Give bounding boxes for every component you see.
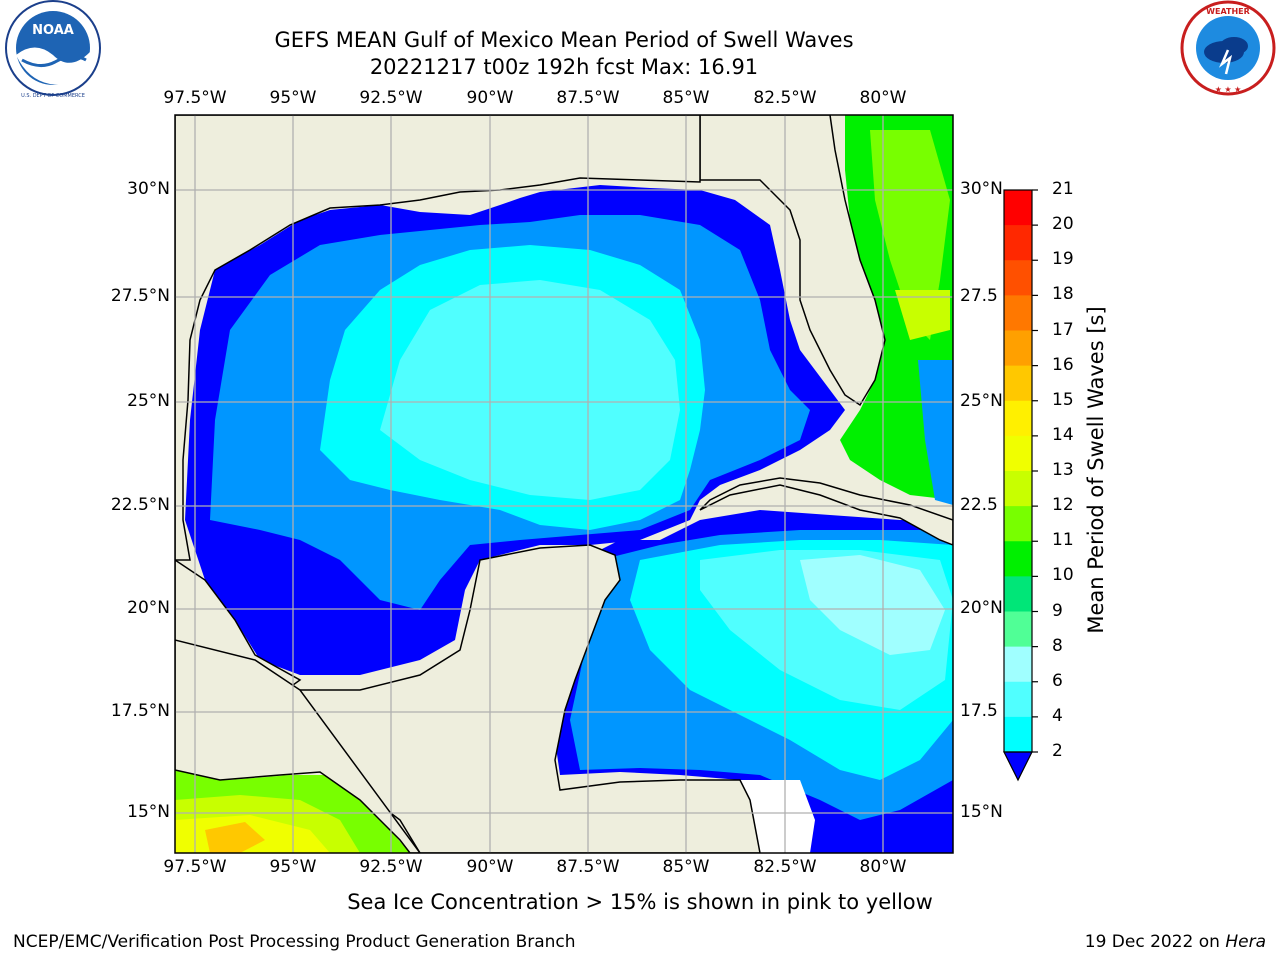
colorbar-tick-label: 21: [1052, 179, 1074, 199]
colorbar: [1003, 189, 1038, 782]
noaa-logo-text: NOAA: [32, 23, 74, 38]
colorbar-tick-label: 20: [1052, 214, 1074, 235]
lon-label: 80°W: [859, 857, 907, 877]
noaa-logo: NOAA U.S. DEPT OF COMMERCE: [5, 0, 101, 99]
lon-label: 97.5°W: [163, 88, 227, 108]
lat-label: 30°N: [127, 179, 170, 199]
footnote: Sea Ice Concentration > 15% is shown in …: [347, 890, 933, 914]
colorbar-tick-label: 14: [1052, 424, 1074, 445]
footer-host: Hera: [1225, 932, 1266, 952]
colorbar-segment: [1004, 646, 1032, 683]
lon-label: 87.5°W: [556, 857, 620, 877]
colorbar-tick-label: 17: [1052, 319, 1074, 340]
colorbar-segment: [1004, 435, 1032, 472]
lon-label: 95°W: [269, 88, 317, 108]
lat-label: 15°N: [127, 802, 170, 822]
footer-date-text: 19 Dec 2022 on: [1084, 932, 1226, 952]
lon-label: 92.5°W: [359, 88, 423, 108]
colorbar-tick-label: 18: [1052, 284, 1074, 305]
colorbar-segment: [1004, 611, 1032, 648]
cuba: [699, 477, 953, 546]
colorbar-segment: [1004, 225, 1032, 261]
colorbar-tick-label: 2: [1052, 741, 1063, 761]
colorbar-tick-label: 11: [1052, 530, 1074, 551]
colorbar-tick-label: 9: [1052, 600, 1063, 621]
colorbar-segment: [1004, 471, 1032, 507]
colorbar-tick-label: 6: [1052, 670, 1063, 691]
colorbar-label: Mean Period of Swell Waves [s]: [1084, 306, 1108, 634]
lat-label: 20°N: [127, 598, 170, 618]
colorbar-tick-label: 12: [1052, 495, 1074, 516]
lat-label: 30°N: [960, 179, 1003, 199]
map-subtitle: 20221217 t00z 192h fcst Max: 16.91: [369, 55, 759, 79]
us-gulf-coast: [175, 115, 701, 561]
lon-label: 80°W: [859, 88, 907, 108]
yucatan-peninsula: [299, 544, 761, 853]
colorbar-tick-label: 10: [1052, 565, 1074, 586]
colorbar-tick-label: 8: [1052, 635, 1063, 656]
svg-text:U.S. DEPT OF COMMERCE: U.S. DEPT OF COMMERCE: [21, 93, 85, 99]
caribbean-swell-9-10: [800, 555, 945, 655]
colorbar-tick-label: 16: [1052, 354, 1074, 375]
map-title: GEFS MEAN Gulf of Mexico Mean Period of …: [274, 28, 854, 52]
lat-label: 17.5°N: [110, 701, 170, 721]
colorbar-segment: [1004, 330, 1032, 367]
colorbar-segment: [1004, 365, 1032, 402]
svg-text:WEATHER: WEATHER: [1206, 7, 1250, 16]
colorbar-segment: [1004, 681, 1032, 718]
colorbar-segment: [1004, 295, 1032, 331]
lat-label: 27.5: [960, 286, 998, 306]
colorbar-segment: [1004, 190, 1032, 226]
footer-date: 19 Dec 2022 on Hera: [1085, 932, 1266, 952]
lon-label: 90°W: [466, 857, 514, 877]
lat-label: 20°N: [960, 598, 1003, 618]
lon-label: 82.5°W: [753, 857, 817, 877]
lat-label: 22.5°N: [110, 495, 170, 515]
nws-logo: WEATHER ★ ★ ★: [1180, 0, 1276, 96]
lat-label: 25°N: [960, 391, 1003, 411]
lon-label: 85°W: [662, 88, 710, 108]
colorbar-segment: [1004, 260, 1032, 296]
map-frame: [174, 114, 954, 854]
map-gridlines: [175, 115, 953, 853]
colorbar-tick-label: 19: [1052, 249, 1074, 270]
colorbar-tick-label: 15: [1052, 389, 1074, 410]
colorbar-segment: [1004, 400, 1032, 437]
colorbar-segment: [1004, 576, 1032, 612]
colorbar-tick-label: 13: [1052, 460, 1074, 480]
footer-credit: NCEP/EMC/Verification Post Processing Pr…: [13, 932, 576, 952]
colorbar-segment: [1004, 541, 1032, 577]
florida-peninsula: [699, 115, 886, 407]
colorbar-segment: [1004, 716, 1032, 753]
lon-label: 85°W: [662, 857, 710, 877]
lat-label: 25°N: [127, 391, 170, 411]
colorbar-segment: [1004, 506, 1032, 542]
lon-label: 92.5°W: [359, 857, 423, 877]
lon-label: 82.5°W: [753, 88, 817, 108]
lat-label: 22.5: [960, 495, 998, 515]
lat-label: 17.5: [960, 701, 998, 721]
lon-label: 97.5°W: [163, 857, 227, 877]
lon-label: 95°W: [269, 857, 317, 877]
lon-label: 90°W: [466, 88, 514, 108]
swell-6-8s: [380, 280, 680, 500]
lon-label: 87.5°W: [556, 88, 620, 108]
colorbar-tick-label: 4: [1052, 705, 1063, 726]
lat-label: 27.5°N: [110, 286, 170, 306]
svg-text:★ ★ ★: ★ ★ ★: [1215, 85, 1242, 94]
lat-label: 15°N: [960, 802, 1003, 822]
colorbar-extend-arrow: [1003, 751, 1033, 782]
